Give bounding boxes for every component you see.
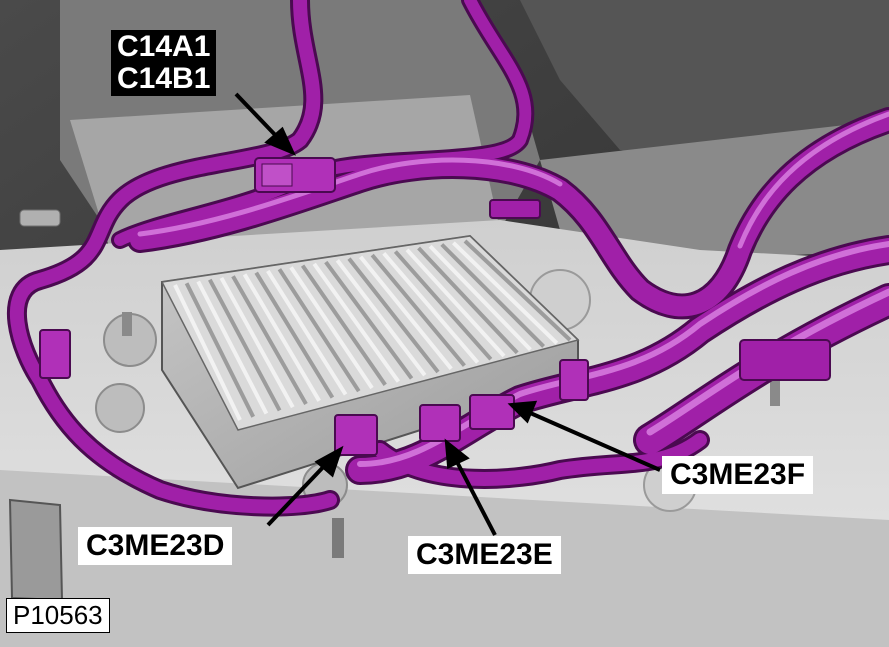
cooling-fin bbox=[347, 257, 440, 374]
leader-arrows bbox=[234, 92, 661, 536]
arrow-c14 bbox=[234, 92, 282, 142]
cooling-fin bbox=[231, 275, 308, 405]
cooling-fin bbox=[312, 262, 401, 383]
cooling-fin bbox=[359, 255, 453, 371]
cooling-fin bbox=[335, 259, 427, 377]
callout-c3me23d: C3ME23D bbox=[78, 527, 233, 565]
connector-c3me23e bbox=[419, 404, 461, 442]
cooling-fin bbox=[219, 276, 295, 409]
stud bbox=[332, 518, 344, 558]
callout-c14a1: C14A1 bbox=[117, 30, 211, 63]
stud bbox=[122, 312, 132, 336]
module-cooling-fins bbox=[173, 239, 572, 421]
cooling-fin bbox=[452, 241, 559, 345]
cooling-fin bbox=[196, 280, 269, 415]
arrow-c3me23f bbox=[527, 410, 661, 472]
cooling-fin bbox=[440, 243, 546, 348]
callout-c14: C14A1 C14B1 bbox=[111, 30, 217, 96]
cooling-fin bbox=[277, 268, 361, 393]
callout-c3me23f: C3ME23F bbox=[662, 456, 814, 494]
harness-clip bbox=[489, 199, 541, 219]
wiring-harness bbox=[6, 0, 889, 517]
cooling-fin bbox=[324, 260, 414, 380]
panel-boss bbox=[95, 383, 145, 433]
cooling-fin bbox=[300, 264, 387, 386]
cooling-fin bbox=[184, 282, 255, 418]
callout-c3me23e: C3ME23E bbox=[408, 536, 561, 574]
cooling-fin bbox=[463, 239, 572, 342]
left-bracket bbox=[8, 498, 64, 602]
stud bbox=[770, 380, 780, 406]
cooling-fin bbox=[208, 278, 282, 412]
arrow-c14-head bbox=[264, 126, 296, 156]
cooling-fin bbox=[417, 246, 519, 355]
cooling-fin bbox=[254, 271, 335, 399]
connector-c3me23f bbox=[469, 394, 515, 430]
arrow-c3me23f-head bbox=[507, 400, 538, 424]
arrow-c3me23d-head bbox=[314, 445, 344, 478]
side-connector bbox=[39, 329, 71, 379]
cooling-fin bbox=[393, 250, 493, 361]
cooling-fin bbox=[173, 284, 242, 421]
cooling-fin bbox=[382, 252, 480, 364]
figure-id: P10563 bbox=[6, 598, 110, 633]
callout-c14b1: C14B1 bbox=[117, 62, 211, 95]
cooling-fin bbox=[266, 269, 348, 396]
connector-latch bbox=[261, 163, 293, 187]
cooling-fin bbox=[428, 244, 532, 351]
arrow-c3me23d bbox=[266, 460, 330, 527]
arrow-c3me23e-head bbox=[444, 438, 470, 470]
arrow-c3me23e bbox=[453, 457, 497, 536]
cooling-fin bbox=[242, 273, 321, 402]
cooling-fin bbox=[370, 253, 466, 367]
cooling-fin bbox=[289, 266, 374, 390]
harness-clip bbox=[559, 359, 589, 401]
connector-c3me23d bbox=[334, 414, 378, 456]
cooling-fin bbox=[405, 248, 506, 358]
right-connector-bracket bbox=[739, 339, 831, 381]
bolt-head bbox=[19, 209, 61, 227]
